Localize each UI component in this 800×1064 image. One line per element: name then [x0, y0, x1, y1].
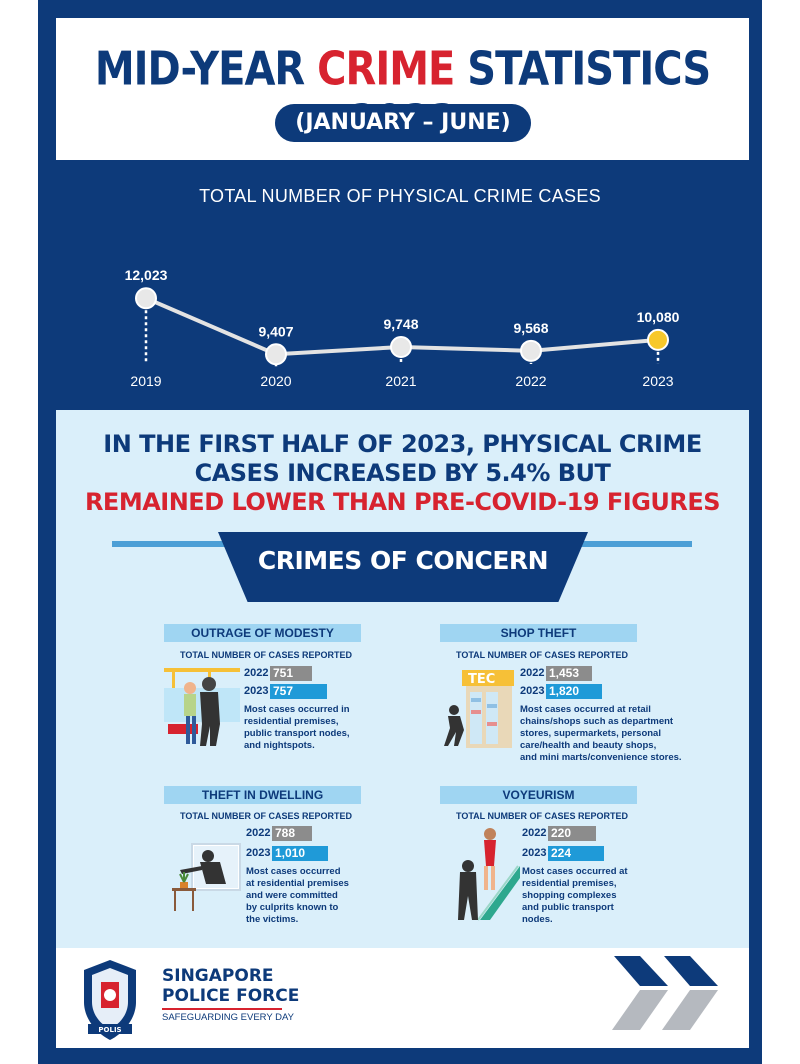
voyeurism-2022-value: 220 [548, 826, 596, 841]
value-label-2020: 9,407 [258, 323, 293, 339]
headline-line-3: REMAINED LOWER THAN PRE-COVID-19 FIGURES [84, 488, 721, 516]
year-label-2022: 2022 [515, 373, 546, 389]
value-label-2023: 10,080 [637, 309, 680, 325]
org-name-line-1: SINGAPORE [162, 966, 274, 986]
year-2022-label: 2022 [246, 827, 271, 839]
year-2022-label: 2022 [244, 667, 269, 679]
outrage-2022-value: 751 [270, 666, 312, 681]
crimes-ribbon [218, 532, 588, 602]
ribbon-line-right [580, 541, 692, 547]
outrage-2023-value: 757 [270, 684, 327, 699]
data-point-2019 [135, 287, 157, 310]
value-label-2022: 9,568 [513, 320, 548, 336]
header-panel: MID-YEAR CRIME STATISTICS 2023 [56, 18, 749, 160]
org-name-line-2: POLICE FORCE [162, 986, 300, 1006]
window-burglar-illustration [172, 843, 241, 911]
year-label-2023: 2023 [642, 373, 673, 389]
card-sub-outrage: TOTAL NUMBER OF CASES REPORTED [180, 650, 353, 660]
headline-line-1: IN THE FIRST HALF OF 2023, PHYSICAL CRIM… [103, 430, 702, 458]
data-point-2023 [647, 328, 669, 351]
data-point-2022 [520, 339, 542, 362]
desc-voyeurism: Most cases occurred at residential premis… [522, 866, 628, 925]
year-label-2019: 2019 [130, 373, 161, 389]
year-2022-label: 2022 [522, 827, 547, 839]
year-2023-label: 2023 [520, 685, 545, 697]
year-2023-label: 2023 [246, 847, 271, 859]
chevron-arrows-icon [612, 956, 718, 1030]
shop-theft-2023-value: 1,820 [546, 684, 602, 699]
crest-text: POLIS [98, 1026, 121, 1034]
data-point-2021 [390, 335, 412, 358]
year-label-2020: 2020 [260, 373, 291, 389]
desc-theft-dwelling: Most cases occurred at residential premis… [246, 866, 349, 925]
period-pill: (JANUARY – JUNE) [275, 104, 531, 142]
desc-shop-theft: Most cases occurred at retail chains/shop… [520, 704, 682, 763]
police-crest-icon: POLIS [84, 960, 136, 1040]
org-tagline: SAFEGUARDING EVERY DAY [162, 1012, 294, 1023]
ribbon-line-left [112, 541, 226, 547]
card-title-theft-dwelling: THEFT IN DWELLING [164, 786, 361, 804]
card-title-voyeurism: VOYEURISM [440, 786, 637, 804]
value-label-2021: 9,748 [383, 316, 418, 332]
shop-illustration: TEC [444, 670, 514, 748]
year-2023-label: 2023 [244, 685, 269, 697]
card-sub-shop-theft: TOTAL NUMBER OF CASES REPORTED [456, 650, 629, 660]
headline-line-2: CASES INCREASED BY 5.4% BUT [194, 459, 611, 487]
shop-sign-text: TEC [468, 672, 495, 687]
crimes-title: CRIMES OF CONCERN [257, 546, 549, 575]
chart-title: TOTAL NUMBER OF PHYSICAL CRIME CASES [199, 186, 601, 206]
desc-outrage: Most cases occurred in residential premis… [244, 704, 350, 751]
crime-trend-chart: 12,023 9,407 9,748 9,568 10,080 2019 2020 2021… [125, 267, 680, 389]
card-title-outrage: OUTRAGE OF MODESTY [164, 624, 361, 642]
voyeurism-2023-value: 224 [548, 846, 604, 861]
year-2022-label: 2022 [520, 667, 545, 679]
lower-panel [56, 410, 749, 948]
train-passenger-illustration [164, 668, 240, 746]
card-sub-theft-dwelling: TOTAL NUMBER OF CASES REPORTED [180, 811, 353, 821]
year-2023-label: 2023 [522, 847, 547, 859]
headline: IN THE FIRST HALF OF 2023, PHYSICAL CRIM… [56, 430, 749, 517]
card-title-shop-theft: SHOP THEFT [440, 624, 637, 642]
org-underline [162, 1008, 282, 1010]
theft-dwelling-2022-value: 788 [272, 826, 312, 841]
theft-dwelling-2023-value: 1,010 [272, 846, 328, 861]
year-label-2021: 2021 [385, 373, 416, 389]
escalator-illustration [458, 828, 520, 921]
card-sub-voyeurism: TOTAL NUMBER OF CASES REPORTED [456, 811, 629, 821]
data-point-2020 [265, 343, 287, 366]
value-label-2019: 12,023 [125, 267, 168, 283]
shop-theft-2022-value: 1,453 [546, 666, 592, 681]
org-name: SINGAPORE POLICE FORCE [162, 966, 299, 1006]
